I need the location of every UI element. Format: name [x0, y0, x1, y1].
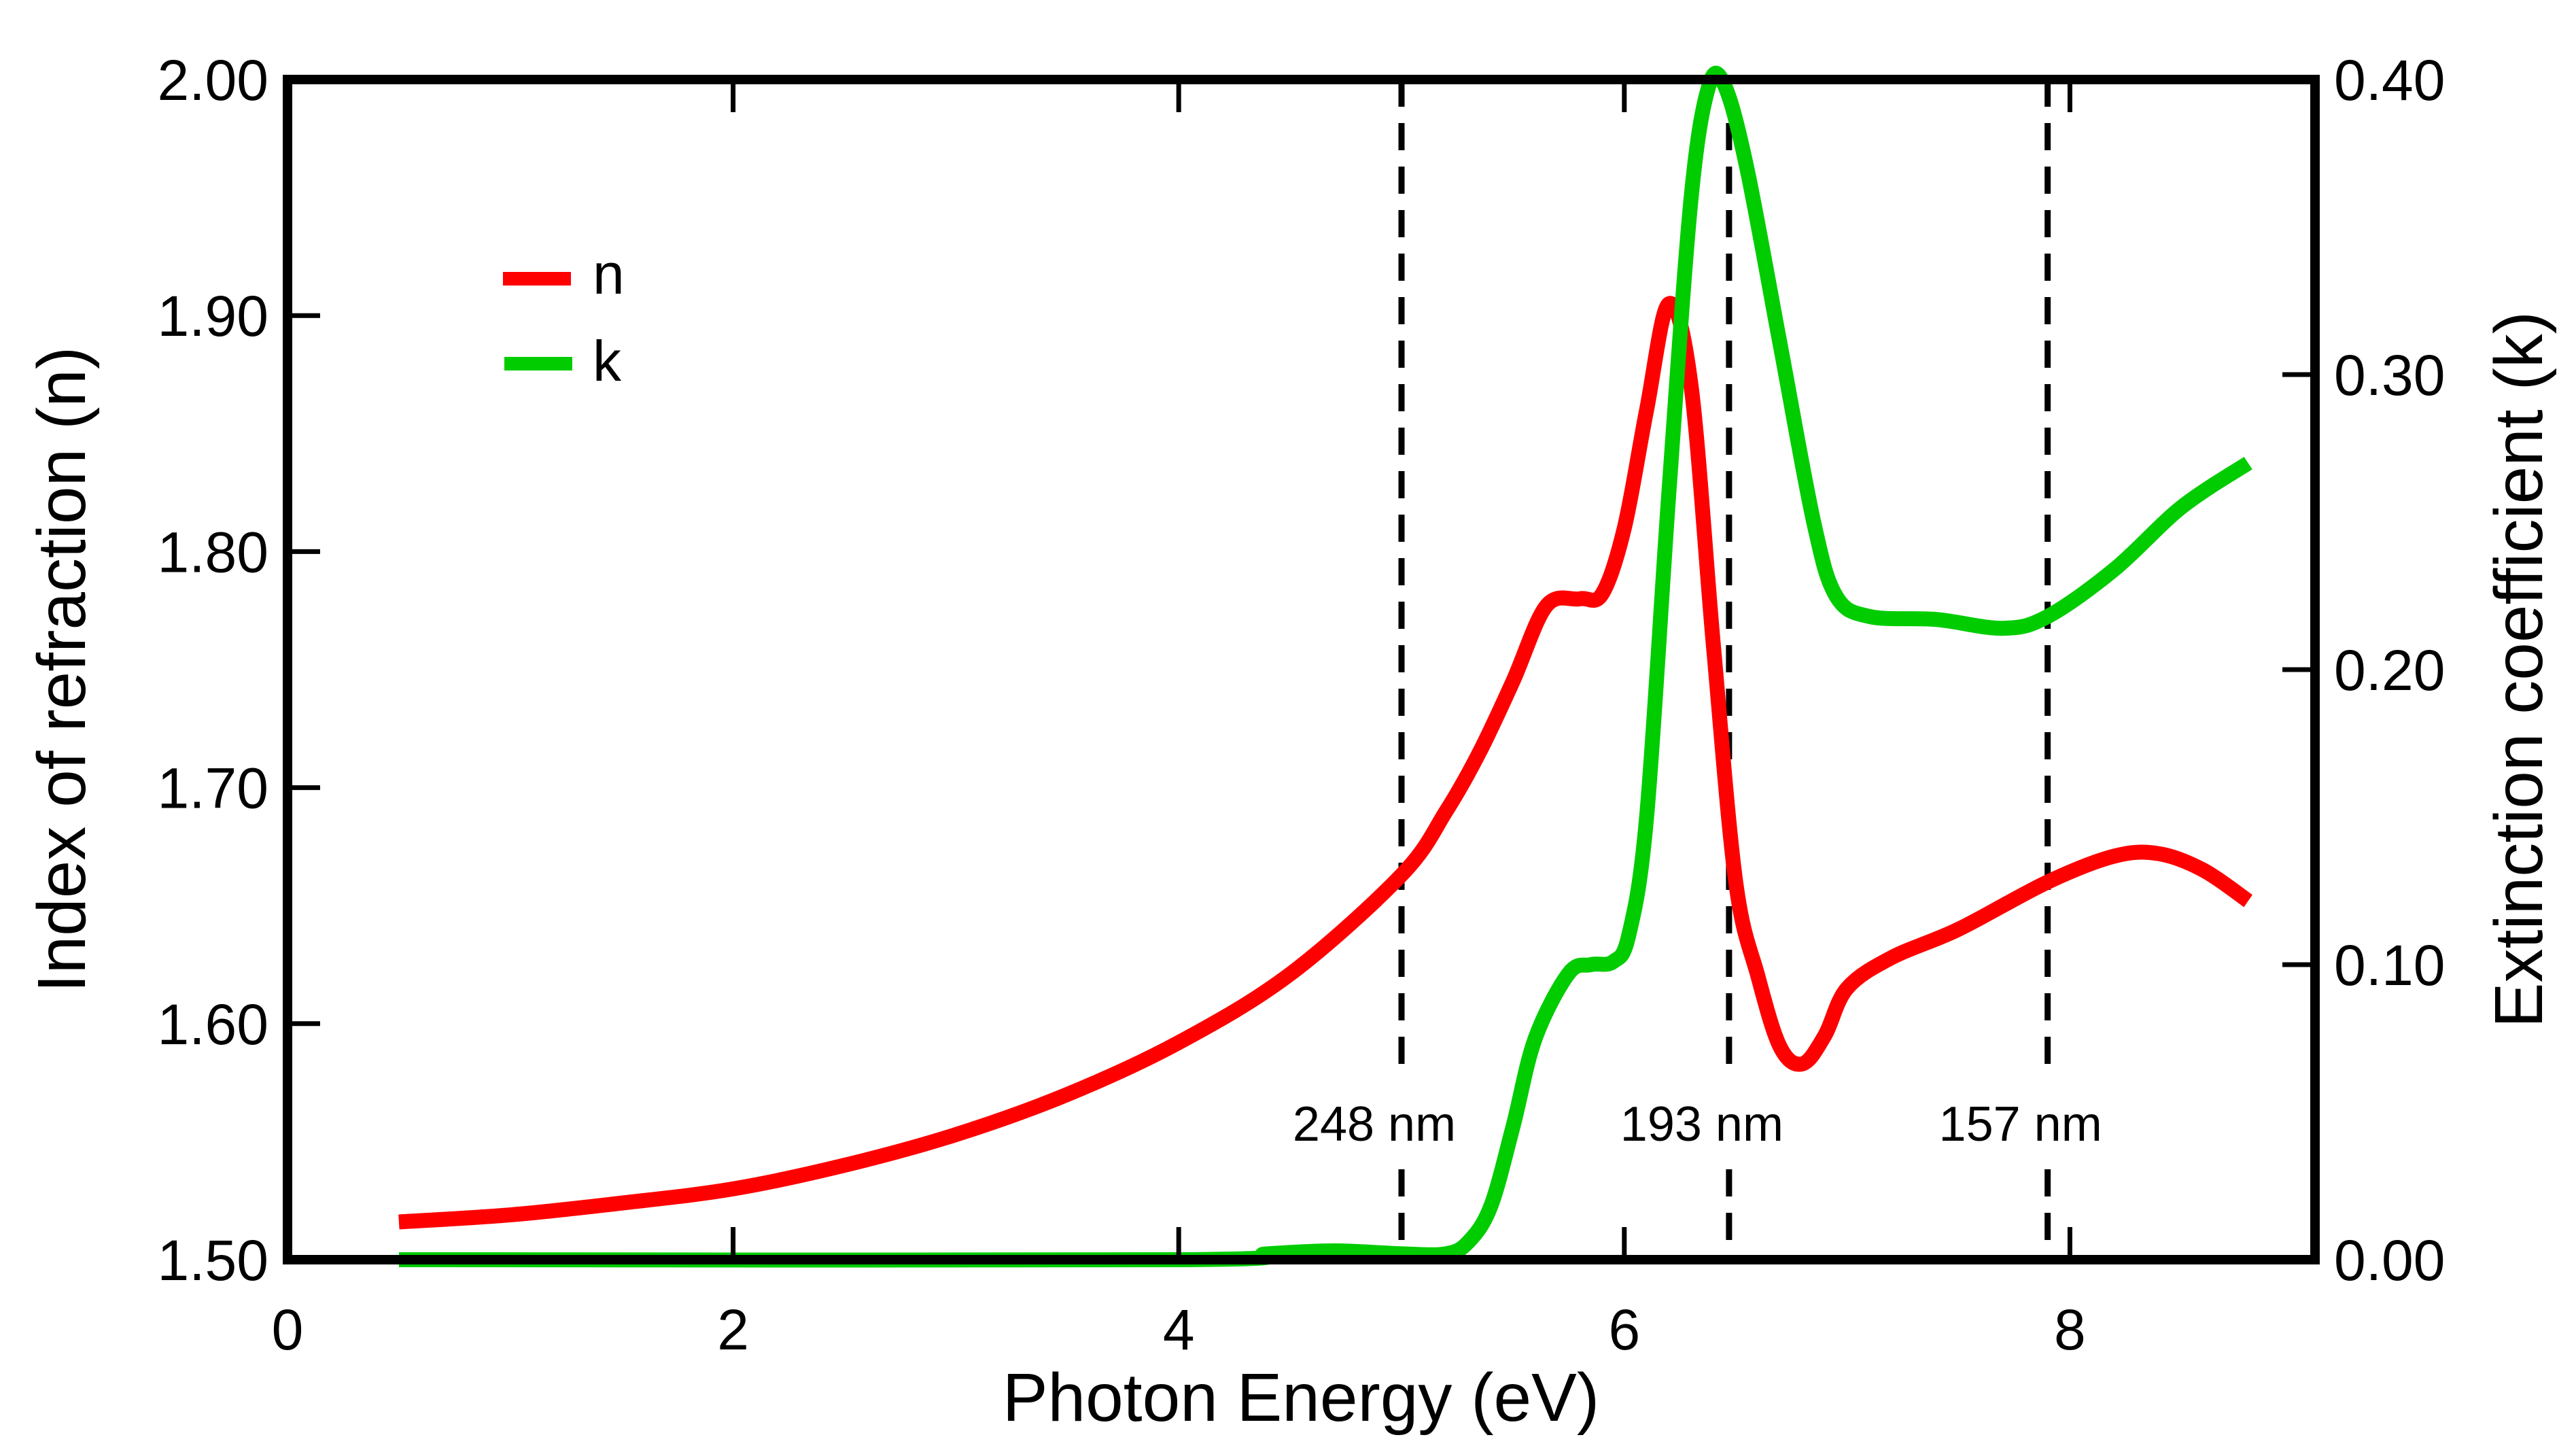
- reference-line-label: 248 nm: [1293, 1097, 1456, 1152]
- y2-axis-title: Extinction coefficient (k): [2481, 311, 2557, 1028]
- y2-tick-label: 0.10: [2334, 933, 2446, 997]
- series-line-n: [398, 296, 2253, 1230]
- legend-label-n: n: [593, 242, 625, 306]
- legend: n k: [503, 242, 625, 393]
- y-axis-title: Index of refraction (n): [24, 347, 100, 993]
- y2-tick-label: 0.00: [2334, 1228, 2446, 1292]
- series-line-k: [398, 65, 2252, 1268]
- y-tick-label: 1.80: [158, 520, 269, 584]
- x-tick-label: 0: [272, 1298, 304, 1362]
- series-lines: [398, 65, 2253, 1268]
- y2-tick-label: 0.40: [2334, 48, 2446, 112]
- y-tick-label: 1.60: [158, 993, 269, 1056]
- x-tick-label: 6: [1608, 1298, 1640, 1362]
- x-axis-title: Photon Energy (eV): [1003, 1360, 1599, 1436]
- reference-lines: 248 nm 193 nm 157 nm: [1293, 80, 2102, 1260]
- y-tick-label: 2.00: [158, 48, 269, 112]
- y2-tick-label: 0.20: [2334, 638, 2446, 702]
- axis-ticks: [288, 80, 2315, 1260]
- x-tick-label: 8: [2054, 1298, 2086, 1362]
- y-tick-label: 1.90: [158, 284, 269, 348]
- legend-label-k: k: [593, 329, 622, 393]
- x-tick-label: 2: [717, 1298, 749, 1362]
- tick-labels: 0 2 4 6 8 1.50 1.60 1.70 1.80 1.90 2.00 0.00 0.10 0.2…: [158, 48, 2446, 1362]
- reference-line-label: 157 nm: [1939, 1097, 2102, 1152]
- y2-tick-label: 0.30: [2334, 343, 2446, 407]
- x-tick-label: 4: [1163, 1298, 1195, 1362]
- reference-line-label: 193 nm: [1620, 1097, 1783, 1152]
- y-tick-label: 1.70: [158, 757, 269, 821]
- plot-frame: [283, 75, 2320, 1264]
- y-tick-label: 1.50: [158, 1228, 269, 1292]
